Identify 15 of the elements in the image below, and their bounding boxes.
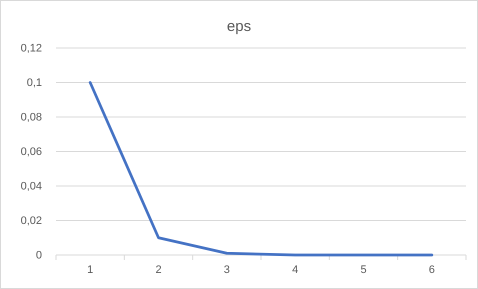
y-tick-label: 0 xyxy=(36,250,42,262)
y-tick-label: 0,04 xyxy=(20,180,42,193)
y-tick-label: 0,1 xyxy=(26,77,42,90)
y-tick-label: 0,06 xyxy=(20,146,42,158)
y-tick-label: 0,08 xyxy=(20,112,42,124)
x-tick-label: 3 xyxy=(224,264,230,276)
y-tick-label: 0,02 xyxy=(20,215,42,228)
x-tick-label: 5 xyxy=(360,264,367,276)
chart-title: eps xyxy=(226,18,252,35)
x-tick-label: 2 xyxy=(155,264,162,276)
y-tick-label: 0,12 xyxy=(20,42,42,55)
x-tick-label: 4 xyxy=(292,264,298,276)
line-series xyxy=(88,81,434,256)
x-tick-label: 6 xyxy=(428,264,435,276)
x-tick-label: 1 xyxy=(87,264,94,276)
